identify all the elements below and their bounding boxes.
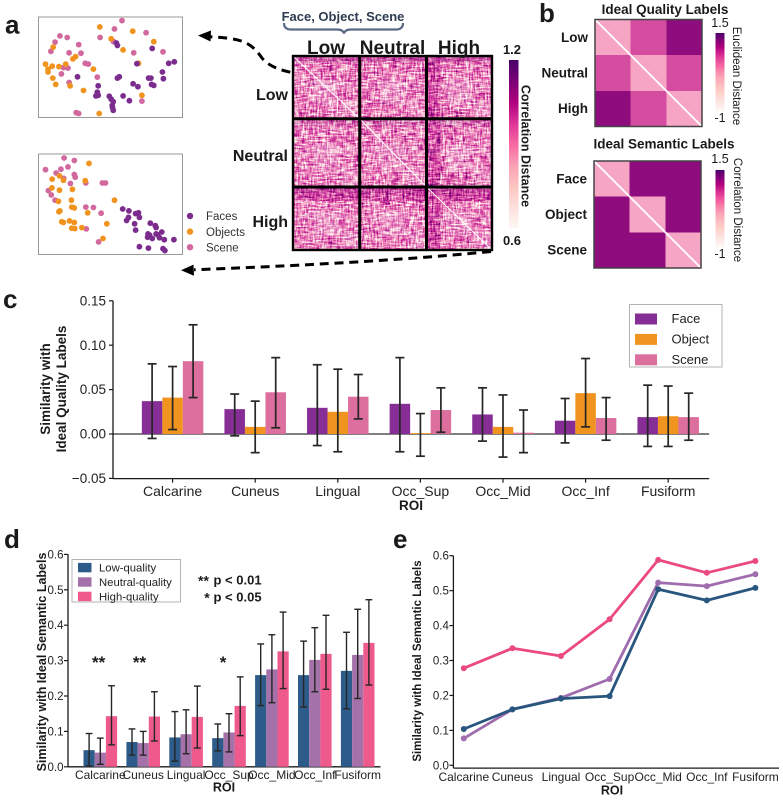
svg-text:Low-quality: Low-quality [99, 563, 156, 575]
svg-text:Euclidean Distance: Euclidean Distance [730, 27, 742, 125]
svg-text:0.15: 0.15 [80, 293, 106, 308]
svg-text:High: High [438, 38, 480, 59]
svg-text:0.05: 0.05 [80, 382, 106, 397]
svg-text:Ideal Semantic Labels: Ideal Semantic Labels [593, 137, 734, 152]
svg-text:0.4: 0.4 [433, 621, 450, 633]
svg-text:0.6: 0.6 [433, 551, 449, 563]
svg-text:1.5: 1.5 [711, 152, 728, 166]
svg-text:1.5: 1.5 [711, 16, 728, 30]
svg-text:Correlation Distance: Correlation Distance [519, 85, 533, 207]
svg-text:−0.05: −0.05 [72, 471, 106, 486]
svg-text:ROI: ROI [213, 781, 235, 795]
svg-text:0.4: 0.4 [48, 620, 65, 632]
svg-text:0.6: 0.6 [48, 549, 64, 561]
svg-text:0.1: 0.1 [433, 725, 449, 737]
svg-text:Fusiform: Fusiform [732, 770, 779, 784]
svg-text:Fusiform: Fusiform [641, 483, 695, 499]
svg-text:Similarity with: Similarity with [38, 343, 53, 435]
svg-text:0.00: 0.00 [80, 427, 106, 442]
svg-text:Cuneus: Cuneus [123, 768, 164, 782]
svg-text:**: ** [198, 573, 209, 589]
svg-text:Occ_Sup: Occ_Sup [204, 768, 254, 782]
svg-text:Scene: Scene [672, 352, 709, 367]
svg-text:1.2: 1.2 [503, 42, 521, 57]
svg-text:High: High [252, 214, 288, 231]
svg-text:e: e [393, 524, 407, 554]
svg-text:Face: Face [556, 171, 587, 186]
svg-text:0.2: 0.2 [48, 691, 64, 703]
svg-text:0.3: 0.3 [433, 656, 449, 668]
svg-text:0.3: 0.3 [48, 656, 64, 668]
svg-text:Object: Object [545, 207, 588, 222]
svg-text:0.0: 0.0 [48, 762, 64, 774]
svg-text:Occ_Inf: Occ_Inf [294, 768, 336, 782]
svg-text:0.1: 0.1 [48, 726, 64, 738]
svg-text:Objects: Objects [206, 227, 245, 239]
svg-text:*: * [204, 590, 210, 606]
svg-text:Similarity with Ideal Semantic: Similarity with Ideal Semantic Labels [35, 553, 49, 772]
svg-text:Neutral: Neutral [233, 148, 288, 165]
svg-text:Lingual: Lingual [315, 483, 360, 499]
svg-text:Cuneus: Cuneus [492, 770, 533, 784]
svg-text:*: * [220, 653, 227, 672]
svg-text:p < 0.05: p < 0.05 [214, 590, 262, 605]
svg-text:Occ_Mid: Occ_Mid [475, 483, 530, 499]
svg-text:-1: -1 [714, 111, 725, 125]
svg-text:Low: Low [561, 30, 588, 45]
svg-text:ROI: ROI [601, 784, 623, 798]
svg-text:p < 0.01: p < 0.01 [214, 573, 262, 588]
svg-text:Occ_Sup: Occ_Sup [392, 483, 450, 499]
svg-text:Scene: Scene [547, 243, 587, 258]
svg-text:Occ_Sup: Occ_Sup [585, 770, 635, 784]
svg-text:0.6: 0.6 [503, 233, 521, 248]
svg-text:Correlation Distance: Correlation Distance [731, 158, 743, 262]
svg-text:Calcarine: Calcarine [143, 483, 202, 499]
svg-text:Object: Object [672, 331, 710, 346]
svg-text:Calcarine: Calcarine [438, 770, 489, 784]
svg-text:**: ** [92, 653, 106, 672]
svg-text:Fusiform: Fusiform [334, 768, 381, 782]
svg-text:Cuneus: Cuneus [231, 483, 279, 499]
svg-text:0.5: 0.5 [48, 585, 64, 597]
svg-text:Neutral: Neutral [541, 66, 588, 81]
svg-text:Lingual: Lingual [167, 768, 206, 782]
svg-text:-1: -1 [714, 247, 725, 261]
svg-text:0.0: 0.0 [433, 760, 449, 772]
svg-text:Scene: Scene [206, 242, 239, 254]
svg-text:c: c [3, 284, 17, 314]
svg-text:Neutral-quality: Neutral-quality [99, 577, 172, 589]
svg-text:d: d [4, 524, 20, 554]
svg-text:Face, Object, Scene: Face, Object, Scene [282, 9, 405, 24]
svg-text:ROI: ROI [399, 498, 423, 513]
svg-text:High-quality: High-quality [99, 592, 159, 604]
svg-text:**: ** [133, 653, 147, 672]
svg-text:0.5: 0.5 [433, 586, 449, 598]
svg-text:Low: Low [256, 87, 289, 104]
svg-text:Occ_Mid: Occ_Mid [248, 768, 295, 782]
svg-text:Occ_Inf: Occ_Inf [561, 483, 609, 499]
svg-text:Occ_Inf: Occ_Inf [686, 770, 728, 784]
svg-text:Lingual: Lingual [542, 770, 581, 784]
svg-text:Ideal Quality Labels: Ideal Quality Labels [54, 326, 69, 453]
svg-text:0.10: 0.10 [80, 338, 106, 353]
svg-text:Ideal Quality Labels: Ideal Quality Labels [602, 2, 729, 17]
svg-text:Faces: Faces [206, 211, 238, 223]
svg-text:0.2: 0.2 [433, 690, 449, 702]
svg-text:Similarity with Ideal Semantic: Similarity with Ideal Semantic Labels [412, 560, 424, 761]
svg-text:Occ_Mid: Occ_Mid [635, 770, 682, 784]
svg-text:Calcarine: Calcarine [75, 768, 126, 782]
svg-text:Face: Face [672, 311, 701, 326]
svg-text:Low: Low [307, 38, 345, 59]
svg-text:b: b [539, 0, 555, 28]
svg-text:a: a [5, 10, 20, 40]
svg-text:Neutral: Neutral [360, 38, 425, 59]
svg-text:High: High [558, 101, 588, 116]
